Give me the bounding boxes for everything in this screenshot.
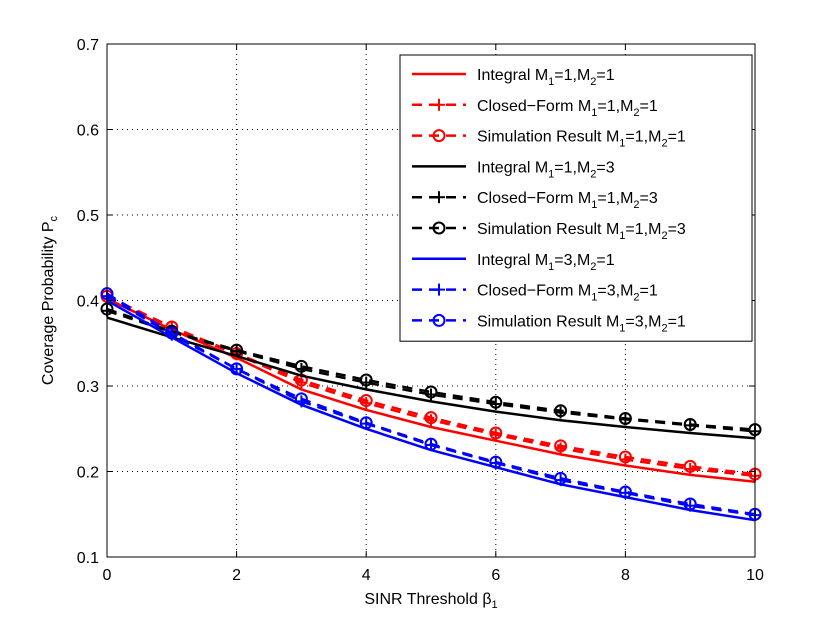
legend-marker-plus [433,283,445,296]
y-tick-label: 0.6 [77,123,99,140]
legend-entry: Closed−Form M1=3,M2=1 [412,283,658,304]
y-axis-label-subscript: c [48,215,60,221]
x-tick-label: 8 [621,567,630,584]
legend-label: Integral M1=1,M2=1 [477,67,615,88]
y-tick-label: 0.1 [77,550,99,567]
y-tick-label: 0.3 [77,379,99,396]
legend-label: Closed−Form M1=1,M2=1 [477,98,658,119]
series-3 [106,316,756,440]
x-tick-label: 4 [362,567,371,584]
legend-label: Integral M1=3,M2=1 [477,252,615,273]
series-0 [106,297,756,484]
data-point-circle [359,394,373,408]
data-point-circle [683,459,697,473]
series-line [106,307,756,431]
legend-entry: Simulation Result M1=1,M2=3 [412,221,686,242]
legend-label: Closed−Form M1=1,M2=3 [477,190,658,211]
data-point-circle [489,455,503,469]
x-tick-label: 6 [491,567,500,584]
legend-label: Integral M1=1,M2=3 [477,159,615,180]
data-point-circle [554,439,568,453]
legend-entry: Simulation Result M1=3,M2=1 [412,313,686,334]
data-point-circle [554,404,568,418]
legend-marker-circle [432,313,446,327]
legend-entry: Integral M1=3,M2=1 [412,252,615,273]
series-line [106,292,756,516]
data-point-circle [294,392,308,406]
data-point-circle [683,417,697,431]
series-group [100,287,762,522]
x-tick-label: 10 [746,567,764,584]
data-point-circle [230,362,244,376]
data-point-circle [230,343,244,357]
legend-entry: Closed−Form M1=1,M2=3 [412,190,658,211]
legend-label: Simulation Result M1=3,M2=1 [477,313,686,334]
data-point-circle [618,450,632,464]
y-tick-label: 0.7 [77,37,99,54]
legend-marker-circle [432,221,446,235]
x-axis-label: SINR Threshold β1 [364,591,497,611]
legend-label: Simulation Result M1=1,M2=3 [477,221,686,242]
y-tick-label: 0.4 [77,294,99,311]
y-tick-label: 0.2 [77,465,99,482]
data-point-circle [359,373,373,387]
data-point-circle [489,426,503,440]
legend-box [399,54,753,342]
legend-entry: Integral M1=1,M2=3 [412,159,615,180]
data-point-circle [618,485,632,499]
legend-entry: Integral M1=1,M2=1 [412,67,615,88]
data-point-circle [618,411,632,425]
legend-marker-circle [432,129,446,143]
data-point-circle [359,416,373,430]
series-line [106,297,756,484]
data-point-circle [424,437,438,451]
data-point-circle [489,395,503,409]
x-axis-label-symbol: β [482,591,491,608]
x-tick-label: 2 [232,567,241,584]
legend-marker-plus [433,98,445,111]
data-point-circle [294,359,308,373]
series-line [106,316,756,440]
y-axis-label: Coverage Probability Pc [40,215,60,385]
data-point-circle [165,326,179,340]
legend-entry: Closed−Form M1=1,M2=1 [412,98,658,119]
series-line [106,295,756,476]
legend-label: Closed−Form M1=3,M2=1 [477,283,658,304]
legend-label: Simulation Result M1=1,M2=1 [477,129,686,150]
data-point-circle [424,385,438,399]
data-point-circle [424,411,438,425]
y-axis-label-text: Coverage Probability P [40,221,57,385]
x-tick-label: 0 [103,567,112,584]
axis-ticks: 0 2 4 6 8 10 0.1 0.2 0.3 0.4 0.5 0.6 0.7 [77,37,764,584]
legend: Integral M1=1,M2=1 Closed−Form M1=1,M2=1 S… [399,54,753,342]
data-point-plus [230,362,243,375]
legend-marker-plus [433,191,445,204]
data-point-circle [683,497,697,511]
data-point-circle [554,471,568,485]
y-tick-label: 0.5 [77,208,99,225]
x-axis-label-text: SINR Threshold [364,591,478,608]
legend-entry: Simulation Result M1=1,M2=1 [412,129,686,150]
x-axis-label-subscript: 1 [492,599,498,611]
